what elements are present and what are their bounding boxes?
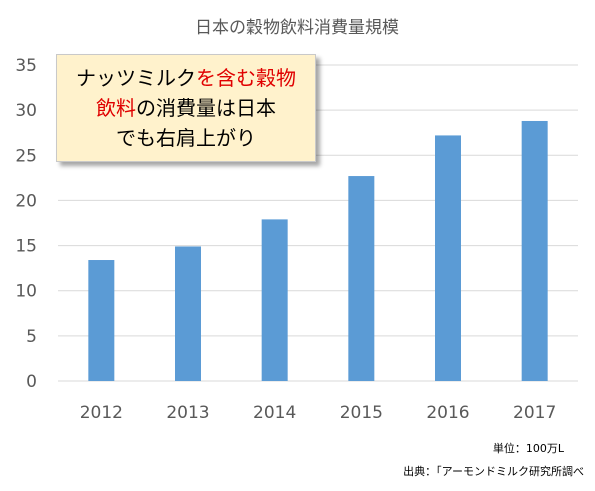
x-tick-label: 2017 (513, 403, 556, 423)
y-tick-label: 35 (15, 56, 37, 76)
bar (348, 176, 375, 381)
y-tick-label: 10 (15, 282, 37, 302)
annotation-line-1: ナッツミルクを含む穀物 (76, 63, 296, 93)
x-tick-label: 2015 (340, 403, 383, 423)
y-tick-label: 15 (15, 237, 37, 257)
annotation-callout: ナッツミルクを含む穀物 飲料の消費量は日本 でも右肩上がり (56, 54, 316, 162)
annotation-highlight: 飲料 (96, 96, 136, 120)
annotation-text: の消費量は日本 (136, 96, 276, 120)
y-axis-ticks: 0 5 10 15 20 25 30 35 (15, 56, 37, 392)
bar-series (88, 120, 548, 381)
y-tick-label: 30 (15, 101, 37, 121)
bar (175, 246, 201, 381)
y-tick-label: 20 (15, 191, 37, 211)
annotation-text: ナッツミルク (76, 66, 196, 90)
y-tick-label: 5 (26, 327, 37, 347)
bar (88, 260, 115, 381)
bar (435, 135, 461, 381)
annotation-line-2: 飲料の消費量は日本 (96, 93, 276, 123)
x-tick-label: 2012 (80, 403, 123, 423)
source-note: 出典：「アーモンドミルク研究所調べ (403, 464, 584, 478)
y-tick-label: 25 (15, 146, 37, 166)
x-tick-label: 2013 (166, 403, 209, 423)
x-tick-label: 2016 (426, 403, 469, 423)
annotation-highlight: を含む穀物 (196, 66, 296, 90)
bar (521, 120, 548, 381)
bar (261, 219, 288, 381)
chart-title: 日本の穀物飲料消費量規模 (195, 18, 399, 38)
annotation-line-3: でも右肩上がり (116, 126, 256, 150)
x-tick-label: 2014 (253, 403, 296, 423)
x-axis-ticks: 2012 2013 2014 2015 2016 2017 (80, 403, 557, 423)
unit-note: 単位：100万L (493, 441, 565, 455)
y-tick-label: 0 (26, 372, 37, 392)
